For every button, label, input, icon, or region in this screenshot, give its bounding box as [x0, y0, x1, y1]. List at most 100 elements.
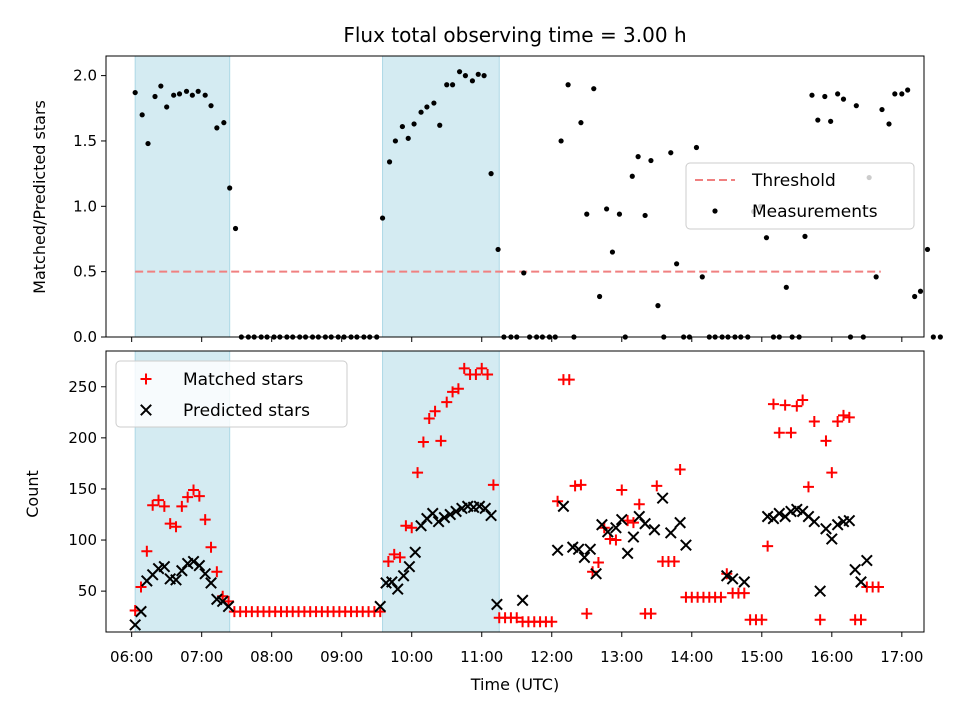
top-axes-frame — [105, 55, 925, 338]
bottom-data-point — [491, 598, 503, 611]
bottom-data-point — [551, 544, 564, 557]
bottom-data-point — [814, 585, 827, 598]
bottom-data-point — [476, 362, 488, 374]
bottom-data-point — [668, 555, 680, 567]
bottom-data-point — [400, 520, 412, 532]
top-data-point — [521, 270, 527, 276]
top-panel: 0.0 0.5 1.0 1.5 2.0 Threshold Measurements — [73, 55, 943, 346]
bottom-data-point — [715, 591, 727, 603]
top-data-point — [145, 140, 151, 147]
bottom-data-point — [826, 467, 838, 479]
top-data-point — [221, 120, 227, 126]
top-data-point — [699, 274, 705, 280]
bottom-data-point — [187, 555, 200, 568]
top-data-point — [232, 225, 239, 232]
bottom-data-point — [720, 569, 733, 582]
bottom-data-point — [563, 374, 575, 386]
top-data-point — [629, 173, 635, 179]
top-data-point — [892, 91, 898, 97]
bottom-data-point — [552, 495, 564, 507]
top-data-point — [616, 211, 623, 217]
bottom-data-point — [374, 606, 386, 618]
bottom-y-tick-label: 100 — [68, 531, 97, 549]
bottom-data-point — [164, 518, 176, 530]
bottom-data-point — [135, 605, 147, 618]
top-data-point — [815, 117, 821, 123]
bottom-data-point — [205, 577, 217, 589]
top-data-point — [783, 284, 789, 290]
bottom-data-point — [872, 581, 884, 593]
x-tick-label: 17:00 — [880, 648, 923, 666]
bottom-data-point — [382, 555, 394, 567]
top-shaded-interval — [134, 55, 231, 338]
bottom-data-point — [837, 409, 849, 421]
top-data-point — [208, 103, 214, 109]
bottom-data-point — [808, 416, 820, 428]
top-data-point — [655, 303, 661, 309]
top-data-point — [565, 82, 571, 88]
legend-measurements-label: Measurements — [752, 202, 878, 222]
top-data-point — [635, 154, 641, 160]
bottom-data-point — [726, 572, 739, 585]
bottom-data-point — [578, 551, 591, 564]
top-data-point — [392, 138, 398, 144]
bottom-data-point — [738, 587, 750, 599]
bottom-data-point — [374, 600, 387, 613]
x-tick-label: 14:00 — [670, 648, 713, 666]
bottom-data-point — [825, 533, 838, 545]
bottom-shaded-interval — [382, 350, 500, 633]
chart-title: Flux total observing time = 3.00 h — [343, 23, 686, 47]
bottom-y-axis-label: Count — [23, 470, 42, 518]
top-data-point — [879, 106, 885, 113]
top-data-point — [905, 87, 911, 93]
top-data-point — [399, 123, 405, 130]
top-data-point — [469, 78, 476, 84]
legend-matched-label: Matched stars — [183, 370, 303, 390]
bottom-series-x — [129, 492, 873, 631]
bottom-data-point — [176, 500, 188, 512]
top-data-point — [195, 88, 201, 94]
bottom-data-point — [211, 566, 223, 578]
bottom-data-point — [581, 608, 593, 620]
top-data-point — [462, 73, 469, 79]
bottom-data-point — [814, 614, 826, 626]
bottom-data-point — [199, 514, 211, 526]
top-data-point — [405, 135, 411, 141]
bottom-data-point — [592, 557, 604, 569]
top-data-point — [822, 93, 828, 100]
top-data-point — [386, 159, 393, 165]
bottom-data-point — [767, 398, 779, 410]
bottom-data-point — [849, 563, 862, 576]
bottom-data-point — [170, 573, 182, 586]
x-tick-label: 07:00 — [180, 648, 223, 666]
bottom-data-point — [820, 435, 832, 447]
top-data-point — [835, 91, 841, 97]
bottom-data-point — [487, 479, 499, 491]
top-data-point — [164, 104, 170, 110]
bottom-panel: 50 100 150 200 250 06:00 07:00 08:00 09:00 10:00 1… — [68, 350, 925, 666]
bottom-data-point — [721, 568, 733, 580]
bottom-data-point — [441, 396, 453, 408]
top-data-point — [937, 334, 943, 340]
bottom-data-point — [193, 559, 206, 572]
top-legend: Threshold Measurements — [685, 162, 915, 230]
bottom-data-point — [621, 547, 634, 560]
bottom-data-point — [485, 509, 497, 522]
top-data-point — [604, 206, 610, 212]
top-data-point — [674, 261, 680, 267]
bottom-data-point — [569, 480, 581, 492]
bottom-legend: Matched stars Predicted stars — [115, 360, 348, 428]
bottom-data-point — [860, 554, 873, 567]
bottom-data-point — [452, 383, 464, 395]
top-y-tick-label: 1.0 — [73, 197, 97, 215]
top-data-point — [214, 125, 220, 131]
top-data-point — [437, 122, 443, 128]
top-data-point — [578, 120, 584, 126]
bottom-data-point — [444, 508, 457, 521]
bottom-data-point — [406, 522, 418, 534]
top-data-point — [693, 144, 700, 151]
bottom-data-point — [590, 567, 603, 580]
bottom-data-point — [791, 400, 803, 412]
bottom-data-point — [450, 505, 462, 518]
bottom-data-point — [135, 581, 147, 593]
